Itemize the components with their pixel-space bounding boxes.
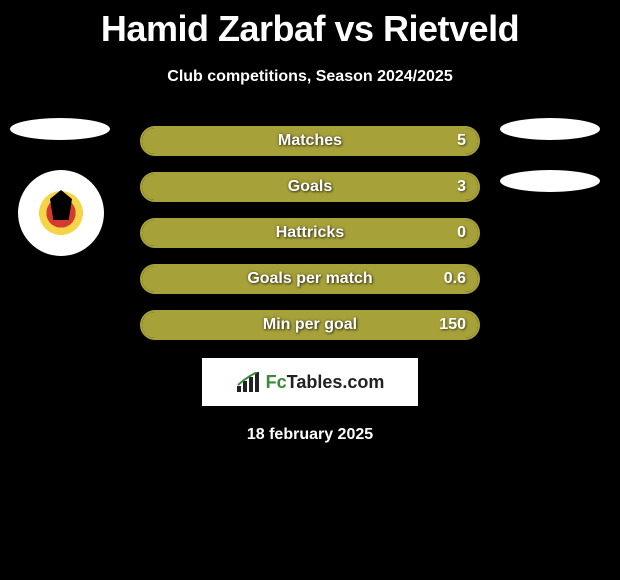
player-silhouette-left [10,118,110,140]
stat-bar: Min per goal 150 [140,310,480,340]
page-title: Hamid Zarbaf vs Rietveld [0,0,620,50]
stat-bar: Goals per match 0.6 [140,264,480,294]
stat-label: Goals per match [247,270,372,288]
stat-value: 0.6 [444,270,466,288]
date-label: 18 february 2025 [0,426,620,444]
subtitle: Club competitions, Season 2024/2025 [0,68,620,86]
stat-value: 5 [457,132,466,150]
player-silhouette-right-1 [500,118,600,140]
logo-bars-icon [236,372,260,392]
stat-label: Min per goal [263,316,357,334]
stat-value: 3 [457,178,466,196]
stat-label: Hattricks [276,224,344,242]
stat-value: 150 [439,316,466,334]
stats-bars: Matches 5 Goals 3 Hattricks 0 Goals per match 0… [140,126,480,340]
stat-bar: Goals 3 [140,172,480,202]
stat-bar: Hattricks 0 [140,218,480,248]
stat-label: Goals [288,178,332,196]
stat-label: Matches [278,132,342,150]
comparison-area: Matches 5 Goals 3 Hattricks 0 Goals per match 0… [0,126,620,444]
logo-text: FcTables.com [266,372,385,393]
left-player-column [10,118,110,256]
right-player-column [500,118,600,222]
club-crest-left [18,170,104,256]
player-silhouette-right-2 [500,170,600,192]
fctables-logo: FcTables.com [202,358,418,406]
stat-bar: Matches 5 [140,126,480,156]
logo-suffix: .com [342,372,384,392]
logo-main: Tables [287,372,343,392]
logo-prefix: Fc [266,372,287,392]
stat-value: 0 [457,224,466,242]
